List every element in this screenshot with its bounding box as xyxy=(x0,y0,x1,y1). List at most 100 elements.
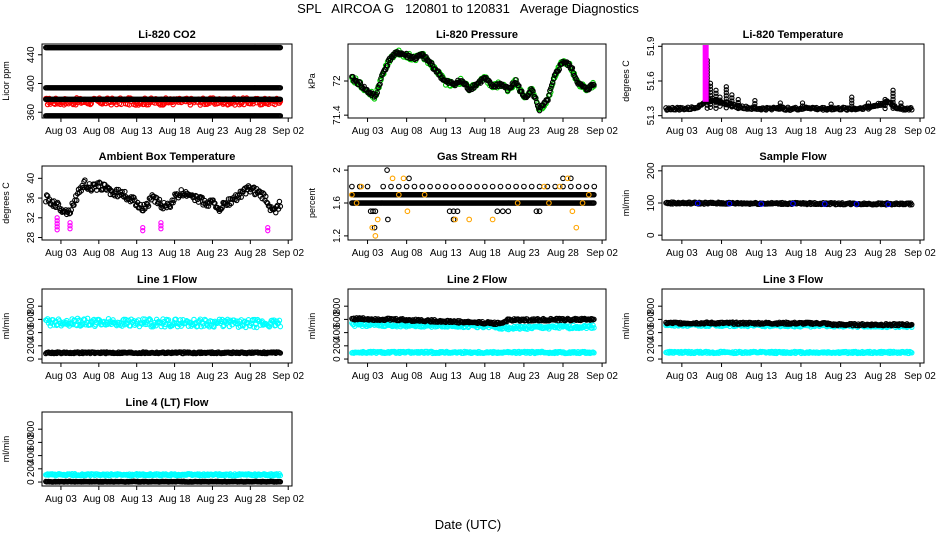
data-point xyxy=(516,83,522,89)
data-point xyxy=(450,208,457,215)
y-tick-label: 400 xyxy=(26,324,37,341)
x-tick-label: Aug 03 xyxy=(352,371,384,382)
data-point xyxy=(54,215,60,221)
data-point xyxy=(403,183,410,190)
y-tick-label: 40 xyxy=(26,172,37,184)
data-point xyxy=(536,208,543,215)
data-point xyxy=(67,226,73,232)
x-tick-label: Aug 03 xyxy=(45,248,77,259)
y-tick-label: 0 xyxy=(26,356,37,362)
data-point xyxy=(43,198,49,205)
x-tick-label: Sep 02 xyxy=(904,126,936,137)
data-point xyxy=(364,183,371,190)
series-line-2-flush xyxy=(349,348,597,357)
data-point xyxy=(735,102,741,109)
data-point xyxy=(849,94,855,100)
data-point xyxy=(421,191,428,198)
data-point xyxy=(494,208,501,215)
data-point xyxy=(249,317,255,324)
data-bar xyxy=(702,45,709,102)
data-point xyxy=(481,183,488,190)
data-point xyxy=(358,183,365,190)
x-tick-label: Aug 18 xyxy=(159,248,191,259)
data-point xyxy=(54,224,60,230)
figure-title: SPL AIRCOA G 120801 to 120831 Average Di… xyxy=(297,1,639,16)
data-point xyxy=(865,100,872,106)
data-point xyxy=(277,113,284,119)
data-point xyxy=(388,183,394,190)
data-point xyxy=(545,97,551,104)
data-point xyxy=(435,183,441,190)
panel-title: Line 3 Flow xyxy=(763,274,823,286)
data-point xyxy=(499,208,506,215)
data-point xyxy=(752,101,758,107)
y-tick-label: 200 xyxy=(332,337,343,354)
x-tick-label: Aug 08 xyxy=(83,126,115,137)
data-point xyxy=(719,201,725,207)
y-tick-label: 400 xyxy=(26,75,37,92)
data-point xyxy=(461,81,468,88)
data-point xyxy=(489,183,496,190)
data-point xyxy=(374,89,380,96)
data-point xyxy=(160,316,166,322)
y-tick-label: 200 xyxy=(26,337,37,354)
data-point xyxy=(458,183,465,190)
data-point xyxy=(533,208,540,215)
data-point xyxy=(828,104,834,110)
data-point xyxy=(536,107,543,114)
data-point xyxy=(243,191,249,197)
data-point xyxy=(583,183,590,190)
data-point xyxy=(157,102,164,108)
data-point xyxy=(146,316,153,322)
series-rh-low xyxy=(371,216,457,231)
data-point xyxy=(552,183,559,190)
y-axis-label: ml/min xyxy=(621,190,631,217)
data-point xyxy=(120,193,126,199)
y-tick-label: 800 xyxy=(26,297,37,314)
data-point xyxy=(454,208,461,215)
x-tick-label: Aug 03 xyxy=(352,126,384,137)
data-point xyxy=(752,98,758,104)
x-tick-label: Aug 03 xyxy=(352,248,384,259)
data-point xyxy=(528,183,535,190)
y-axis-label: degrees C xyxy=(1,182,11,224)
data-point xyxy=(549,79,556,86)
data-point xyxy=(193,193,200,200)
data-point xyxy=(205,203,212,209)
data-point xyxy=(579,200,586,206)
data-point xyxy=(54,221,60,227)
y-tick-label: 400 xyxy=(332,324,343,341)
x-tick-label: Sep 02 xyxy=(586,248,618,259)
data-point xyxy=(427,183,433,190)
data-point xyxy=(544,183,551,190)
y-axis-label: degrees C xyxy=(621,60,631,102)
y-axis-label: percent xyxy=(307,187,317,218)
y-tick-label: 200 xyxy=(646,162,657,179)
panel-title: Gas Stream RH xyxy=(437,151,517,163)
data-point xyxy=(735,99,741,106)
series-line-1-sample xyxy=(43,315,284,331)
y-tick-label: 1.2 xyxy=(332,229,343,243)
y-tick-label: 71.4 xyxy=(332,105,343,125)
data-point xyxy=(591,183,598,190)
data-point xyxy=(882,105,888,112)
x-tick-label: Aug 18 xyxy=(159,126,191,137)
data-point xyxy=(223,202,230,209)
data-point xyxy=(513,183,519,190)
data-point xyxy=(67,210,74,216)
panel-title: Sample Flow xyxy=(759,151,827,163)
series-rh-1.5 xyxy=(367,208,543,215)
x-tick-label: Aug 23 xyxy=(197,126,229,137)
data-point xyxy=(723,99,729,105)
x-tick-label: Aug 03 xyxy=(666,371,698,382)
data-point xyxy=(87,101,94,108)
data-point xyxy=(799,106,806,112)
data-point xyxy=(277,350,284,356)
data-point xyxy=(73,197,80,204)
series-mid-standard xyxy=(43,85,284,91)
data-point xyxy=(75,318,82,324)
series-line-2-sample xyxy=(349,320,597,333)
panel-title: Line 1 Flow xyxy=(137,274,197,286)
data-point xyxy=(557,183,563,190)
